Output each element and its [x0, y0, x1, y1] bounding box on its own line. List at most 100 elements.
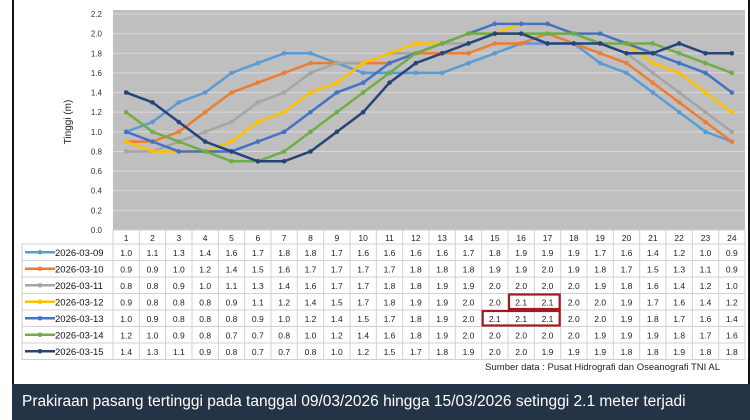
data-point [729, 109, 735, 115]
table-cell: 0.7 [226, 330, 238, 340]
table-cell: 2.0 [489, 347, 501, 357]
data-point [413, 41, 419, 46]
data-point [597, 50, 603, 56]
table-cell: 1.0 [120, 314, 132, 324]
data-point [229, 149, 234, 154]
data-point [624, 60, 629, 66]
table-cell: 2.0 [489, 330, 501, 340]
table-cell: 1.2 [120, 330, 132, 340]
data-point [703, 129, 708, 135]
table-cell: 2.0 [463, 314, 475, 324]
table-cell: 1.6 [673, 297, 685, 307]
table-cell: 1.3 [252, 281, 264, 291]
table-cell: 1.8 [463, 264, 475, 274]
table-cell: 0.8 [199, 297, 211, 307]
table-cell: 2.0 [515, 281, 527, 291]
table-cell: 1.4 [357, 330, 369, 340]
table-cell: 1.3 [147, 347, 159, 357]
table-cell: 1.6 [384, 330, 396, 340]
y-tick-label: 0.0 [91, 226, 103, 235]
table-cell: 1.8 [700, 347, 712, 357]
series-line-2026-03-09 [125, 42, 733, 143]
table-cell: 1.6 [436, 248, 448, 258]
data-point [334, 80, 340, 86]
table-cell: 2.0 [542, 330, 554, 340]
table-cell: 2.0 [568, 330, 580, 340]
column-header: 22 [674, 233, 684, 243]
data-point [466, 41, 471, 46]
data-point [413, 70, 419, 76]
table-cell: 1.2 [357, 347, 369, 357]
table-cell: 1.9 [621, 297, 633, 307]
column-header: 19 [595, 233, 605, 243]
table-cell: 1.8 [621, 281, 633, 291]
data-point [360, 80, 366, 86]
column-header: 14 [464, 233, 474, 243]
series-line-2026-03-10 [126, 32, 733, 143]
column-header: 21 [648, 233, 658, 243]
y-tick-label: 1.2 [91, 108, 103, 117]
data-point [308, 129, 313, 135]
table-cell: 1.8 [384, 297, 396, 307]
table-cell: 1.8 [410, 281, 422, 291]
table-cell: 1.5 [647, 264, 659, 274]
table-cell: 0.9 [173, 330, 185, 340]
table-cell: 2.0 [594, 297, 606, 307]
table-cell: 1.8 [726, 347, 738, 357]
data-point [545, 31, 550, 36]
table-cell: 1.4 [673, 281, 685, 291]
table-cell: 1.6 [726, 330, 738, 340]
data-point [360, 109, 366, 115]
table-cell: 2.0 [463, 297, 475, 307]
table-cell: 1.7 [700, 330, 712, 340]
table-cell: 1.9 [515, 264, 527, 274]
data-point [150, 149, 155, 154]
data-point [492, 31, 498, 36]
column-header: 3 [176, 233, 181, 243]
data-point [571, 41, 577, 46]
data-point [676, 109, 682, 115]
table-cell: 0.7 [252, 347, 264, 357]
table-cell: 1.8 [410, 330, 422, 340]
data-point [123, 149, 129, 154]
table-cell: 2.1 [542, 314, 554, 324]
data-point [676, 41, 682, 46]
data-point [150, 129, 155, 135]
legend-marker [37, 266, 43, 272]
table-cell: 1.9 [436, 297, 448, 307]
table-cell: 1.9 [647, 330, 659, 340]
table-cell: 0.9 [252, 314, 264, 324]
table-cell: 1.0 [331, 347, 343, 357]
table-cell: 0.8 [173, 297, 185, 307]
table-cell: 1.9 [568, 248, 580, 258]
table-cell: 1.7 [252, 248, 264, 258]
table-cell: 1.9 [568, 347, 580, 357]
table-cell: 1.8 [594, 264, 606, 274]
column-header: 20 [622, 233, 632, 243]
legend-marker [37, 299, 43, 305]
y-tick-label: 2.0 [91, 30, 103, 39]
column-header: 16 [516, 233, 526, 243]
table-cell: 1.8 [384, 281, 396, 291]
table-cell: 1.9 [436, 330, 448, 340]
table-cell: 1.9 [621, 330, 633, 340]
table-cell: 1.7 [673, 314, 685, 324]
data-point [492, 41, 498, 46]
table-cell: 1.0 [726, 281, 738, 291]
data-point [729, 50, 735, 56]
data-point [703, 90, 708, 95]
data-point [255, 139, 261, 144]
table-cell: 1.6 [278, 264, 290, 274]
column-header: 17 [543, 233, 553, 243]
data-point [360, 60, 366, 66]
data-point [176, 100, 182, 105]
data-point [676, 90, 682, 95]
table-cell: 1.0 [700, 248, 712, 258]
data-point [439, 50, 445, 56]
table-cell: 1.7 [331, 281, 343, 291]
data-point [308, 60, 313, 66]
table-cell: 0.8 [199, 330, 211, 340]
data-point [123, 109, 129, 115]
y-axis-label: Tinggi (m) [63, 100, 74, 145]
legend-label: 2026-03-13 [55, 314, 104, 325]
